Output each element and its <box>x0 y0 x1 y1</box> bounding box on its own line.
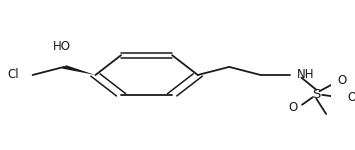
Text: O: O <box>347 91 355 104</box>
Text: O: O <box>289 101 298 114</box>
Text: S: S <box>312 88 321 101</box>
Text: HO: HO <box>53 40 71 53</box>
Text: O: O <box>338 74 347 87</box>
Text: NH: NH <box>296 68 314 81</box>
Text: Cl: Cl <box>7 69 19 81</box>
Polygon shape <box>62 65 95 75</box>
